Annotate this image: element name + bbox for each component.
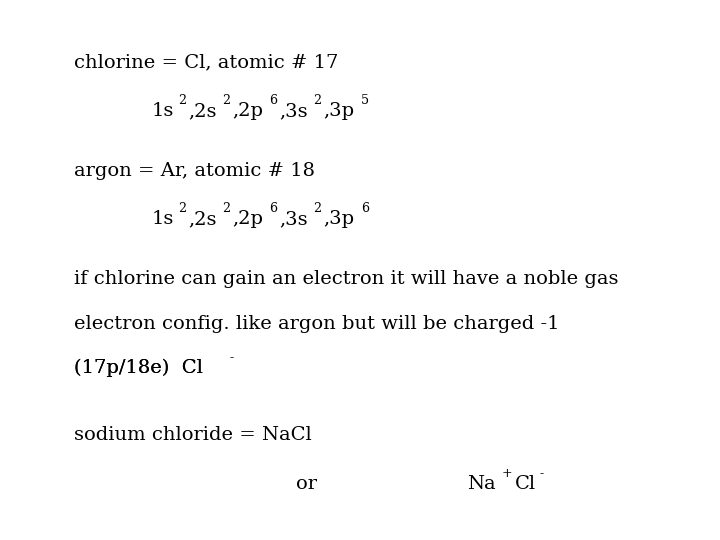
- Text: 1s: 1s: [151, 102, 174, 120]
- Text: (17p/18e)  Cl: (17p/18e) Cl: [74, 359, 203, 376]
- Text: 2: 2: [178, 202, 186, 215]
- Text: ,2p: ,2p: [232, 210, 263, 228]
- Text: Cl: Cl: [514, 475, 536, 492]
- Text: if chlorine can gain an electron it will have a noble gas: if chlorine can gain an electron it will…: [74, 269, 618, 287]
- Text: ,3p: ,3p: [323, 102, 354, 120]
- Text: 2: 2: [313, 202, 322, 215]
- Text: ,2s: ,2s: [188, 102, 217, 120]
- Text: 6: 6: [361, 202, 369, 215]
- Text: ,3s: ,3s: [279, 102, 307, 120]
- Text: or: or: [296, 475, 317, 492]
- Text: 1s: 1s: [151, 210, 174, 228]
- Text: 6: 6: [269, 94, 277, 107]
- Text: ,3s: ,3s: [279, 210, 307, 228]
- Text: 2: 2: [222, 202, 230, 215]
- Text: (17p/18e)  Cl: (17p/18e) Cl: [74, 359, 203, 376]
- Text: -: -: [540, 467, 544, 480]
- Text: 2: 2: [222, 94, 230, 107]
- Text: 6: 6: [269, 202, 277, 215]
- Text: electron config. like argon but will be charged -1: electron config. like argon but will be …: [74, 315, 559, 333]
- Text: sodium chloride = NaCl: sodium chloride = NaCl: [74, 426, 312, 444]
- Text: 2: 2: [313, 94, 322, 107]
- Text: Na: Na: [467, 475, 496, 492]
- Text: chlorine = Cl, atomic # 17: chlorine = Cl, atomic # 17: [74, 53, 338, 71]
- Text: +: +: [502, 467, 512, 480]
- Text: argon = Ar, atomic # 18: argon = Ar, atomic # 18: [74, 161, 315, 179]
- Text: 5: 5: [361, 94, 369, 107]
- Text: ,2p: ,2p: [232, 102, 263, 120]
- Text: -: -: [229, 350, 233, 364]
- Text: ,2s: ,2s: [188, 210, 217, 228]
- Text: 2: 2: [178, 94, 186, 107]
- Text: ,3p: ,3p: [323, 210, 354, 228]
